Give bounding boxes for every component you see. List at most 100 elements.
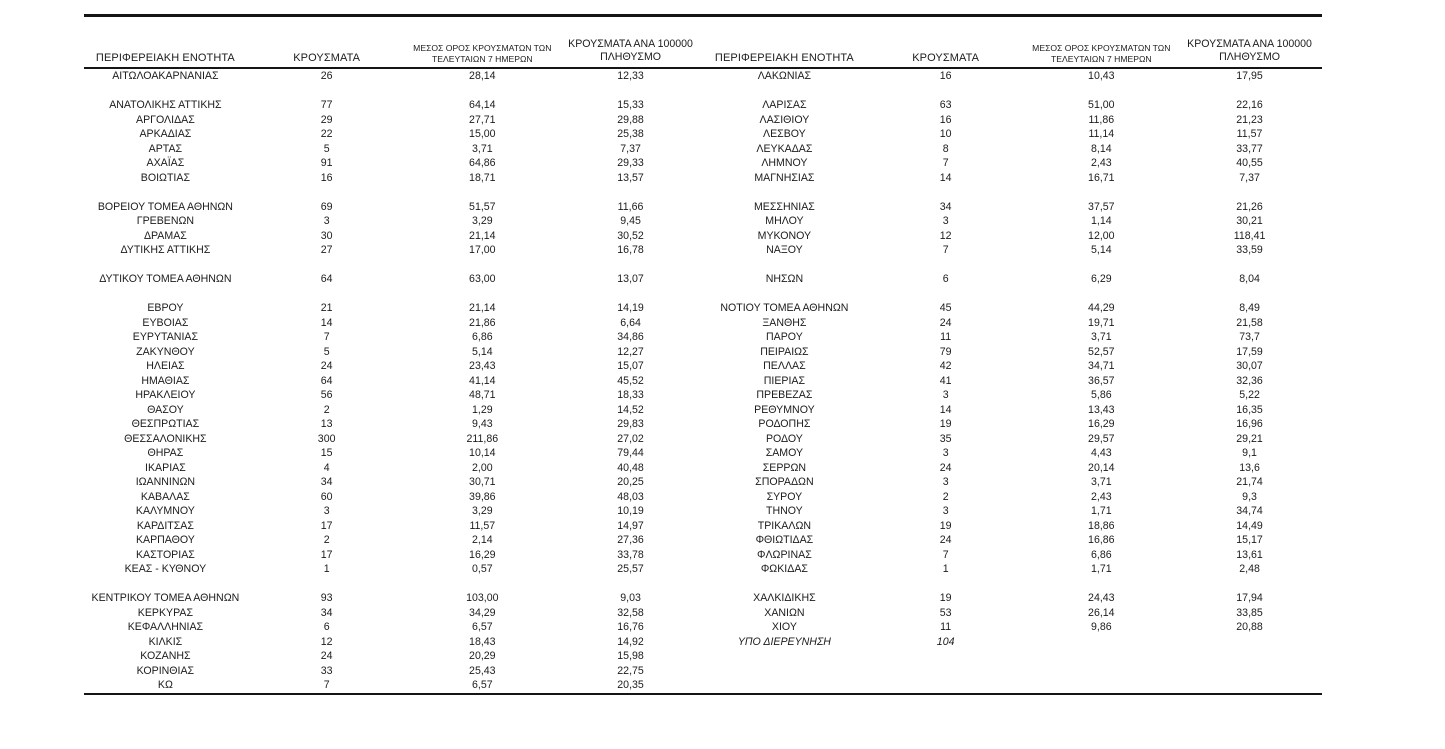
- table-row: ΥΠΟ ΔΙΕΡΕΥΝΗΣΗ 104: [703, 635, 1322, 650]
- avg-7day-cell: 36,57: [1088, 374, 1115, 387]
- table-row: ΠΙΕΡΙΑΣ 41 36,57 32,36: [703, 374, 1322, 389]
- region-cell: ΔΥΤΙΚΟΥ ΤΟΜΕΑ ΑΘΗΝΩΝ: [99, 273, 232, 285]
- avg-7day-cell: 3,29: [471, 505, 493, 517]
- region-cell: ΘΗΡΑΣ: [147, 447, 184, 459]
- avg-7day-cell: 63,00: [469, 273, 496, 285]
- per-100k-cell: [558, 84, 703, 99]
- cases-cell: 8: [942, 142, 949, 155]
- avg-7day-cell: 51,00: [1088, 99, 1115, 111]
- region-cell: ΚΕΡΚΥΡΑΣ: [137, 606, 194, 619]
- region-cell: ΙΚΑΡΙΑΣ: [145, 461, 186, 474]
- region-cell: ΔΡΑΜΑΣ: [143, 229, 187, 242]
- region-cell: ΒΟΙΩΤΙΑΣ: [140, 171, 190, 184]
- region-cell: ΛΗΜΝΟΥ: [761, 157, 808, 169]
- per-100k-cell: 17,94: [1236, 592, 1263, 604]
- right-table-rows: ΛΑΚΩΝΙΑΣ 16 10,43 17,95 ΛΑΡΙΣΑΣ 63 51,00…: [703, 69, 1322, 649]
- cases-cell: 34: [320, 476, 333, 488]
- region-cell: [703, 84, 866, 99]
- table-row: ΘΕΣΠΡΩΤΙΑΣ 13 9,43 29,83: [84, 417, 703, 432]
- per-100k-cell: [558, 287, 703, 302]
- table-row: ΑΝΑΤΟΛΙΚΗΣ ΑΤΤΙΚΗΣ 77 64,14 15,33: [84, 98, 703, 113]
- cases-cell: [866, 185, 1026, 200]
- table-row: ΚΩ 7 6,57 20,35: [84, 678, 703, 693]
- cases-cell: 24: [939, 316, 952, 329]
- per-100k-cell: 32,36: [1236, 374, 1263, 387]
- region-cell: ΝΗΣΩΝ: [765, 273, 804, 285]
- cases-cell: 33: [320, 664, 333, 677]
- region-cell: ΚΕΦΑΛΛΗΝΙΑΣ: [127, 621, 204, 633]
- per-100k-cell: 73,7: [1239, 331, 1260, 343]
- per-100k-cell: 16,96: [1236, 418, 1263, 430]
- cases-cell: 24: [939, 534, 952, 546]
- region-cell: ΡΕΘΥΜΝΟΥ: [754, 403, 815, 416]
- per-100k-cell: 29,83: [617, 418, 644, 430]
- cases-cell: 91: [320, 157, 333, 169]
- region-cell: ΣΥΡΟΥ: [766, 490, 803, 503]
- cases-cell: 5: [323, 142, 330, 155]
- region-cell: ΠΑΡΟΥ: [766, 331, 803, 343]
- avg-7day-cell: 6,57: [471, 621, 493, 633]
- table-header-row: ΠΕΡΙΦΕΡΕΙΑΚΗ ΕΝΟΤΗΤΑ ΚΡΟΥΣΜΑΤΑ ΜΕΣΟΣ ΟΡΟ…: [84, 17, 1322, 69]
- avg-7day-cell: 6,57: [471, 679, 493, 691]
- region-cell: ΦΩΚΙΔΑΣ: [760, 563, 808, 575]
- table-row: ΗΡΑΚΛΕΙΟΥ 56 48,71 18,33: [84, 388, 703, 403]
- col-header-region: ΠΕΡΙΦΕΡΕΙΑΚΗ ΕΝΟΤΗΤΑ: [714, 52, 854, 64]
- per-100k-cell: 17,59: [1236, 345, 1263, 358]
- table-row: ΔΡΑΜΑΣ 30 21,14 30,52: [84, 229, 703, 244]
- table-row: ΣΕΡΡΩΝ 24 20,14 13,6: [703, 461, 1322, 476]
- avg-7day-cell: 1,29: [471, 403, 493, 416]
- table-row: ΜΑΓΝΗΣΙΑΣ 14 16,71 7,37: [703, 171, 1322, 186]
- table-row: ΑΙΤΩΛΟΑΚΑΡΝΑΝΙΑΣ 26 28,14 12,33: [84, 69, 703, 84]
- region-cell: ΛΑΡΙΣΑΣ: [762, 99, 807, 111]
- table-row: ΚΑΡΠΑΘΟΥ 2 2,14 27,36: [84, 533, 703, 548]
- region-cell: [703, 577, 866, 592]
- avg-7day-cell: 211,86: [466, 432, 499, 445]
- avg-7day-cell: [1025, 635, 1177, 650]
- avg-7day-cell: 3,71: [1090, 476, 1112, 488]
- per-100k-cell: 40,48: [617, 461, 644, 474]
- region-cell: ΚΟΖΑΝΗΣ: [140, 650, 191, 662]
- avg-7day-cell: 3,29: [471, 215, 493, 227]
- avg-7day-cell: 1,14: [1090, 215, 1112, 227]
- per-100k-cell: 11,57: [1236, 128, 1263, 140]
- per-100k-cell: 15,33: [617, 99, 644, 111]
- cases-cell: 35: [939, 432, 952, 445]
- per-100k-cell: 13,6: [1239, 461, 1260, 474]
- avg-7day-cell: 3,71: [471, 142, 493, 155]
- region-cell: ΤΗΝΟΥ: [766, 505, 803, 517]
- table-row: ΕΒΡΟΥ 21 21,14 14,19: [84, 301, 703, 316]
- avg-7day-cell: 13,43: [1088, 403, 1115, 416]
- per-100k-cell: 34,86: [617, 331, 644, 343]
- avg-7day-cell: 1,71: [1090, 505, 1112, 517]
- cases-cell: 64: [320, 273, 333, 285]
- avg-7day-cell: 12,00: [1088, 229, 1115, 242]
- cases-cell: 3: [942, 215, 949, 227]
- per-100k-cell: 15,07: [617, 360, 644, 372]
- cases-cell: 60: [320, 490, 333, 503]
- per-100k-cell: 118,41: [1233, 229, 1266, 242]
- avg-7day-cell: [406, 577, 558, 592]
- avg-7day-cell: [406, 258, 558, 273]
- avg-7day-cell: 20,29: [469, 650, 496, 662]
- cases-cell: 19: [939, 418, 952, 430]
- region-cell: ΕΥΒΟΙΑΣ: [142, 316, 189, 329]
- avg-7day-cell: 26,14: [1088, 606, 1115, 619]
- region-cell: ΥΠΟ ΔΙΕΡΕΥΝΗΣΗ: [737, 635, 831, 648]
- table-row: ΠΕΛΛΑΣ 42 34,71 30,07: [703, 359, 1322, 374]
- region-cell: ΦΛΩΡΙΝΑΣ: [757, 548, 812, 561]
- cases-cell: 3: [942, 476, 949, 488]
- per-100k-cell: 13,61: [1236, 548, 1263, 561]
- cases-cell: 7: [942, 157, 949, 169]
- per-100k-cell: 33,77: [1236, 142, 1263, 155]
- avg-7day-cell: 21,14: [469, 229, 496, 242]
- region-cell: ΚΕΝΤΡΙΚΟΥ ΤΟΜΕΑ ΑΘΗΝΩΝ: [91, 592, 240, 604]
- cases-cell: [866, 84, 1026, 99]
- avg-7day-cell: 5,14: [1090, 244, 1112, 256]
- per-100k-cell: 7,37: [620, 142, 641, 155]
- table-row: ΡΟΔΟΥ 35 29,57 29,21: [703, 432, 1322, 447]
- avg-7day-cell: 2,14: [471, 534, 493, 546]
- per-100k-cell: 27,36: [617, 534, 644, 546]
- avg-7day-cell: 9,86: [1090, 621, 1112, 633]
- table-row: ΗΛΕΙΑΣ 24 23,43 15,07: [84, 359, 703, 374]
- region-cell: [84, 84, 247, 99]
